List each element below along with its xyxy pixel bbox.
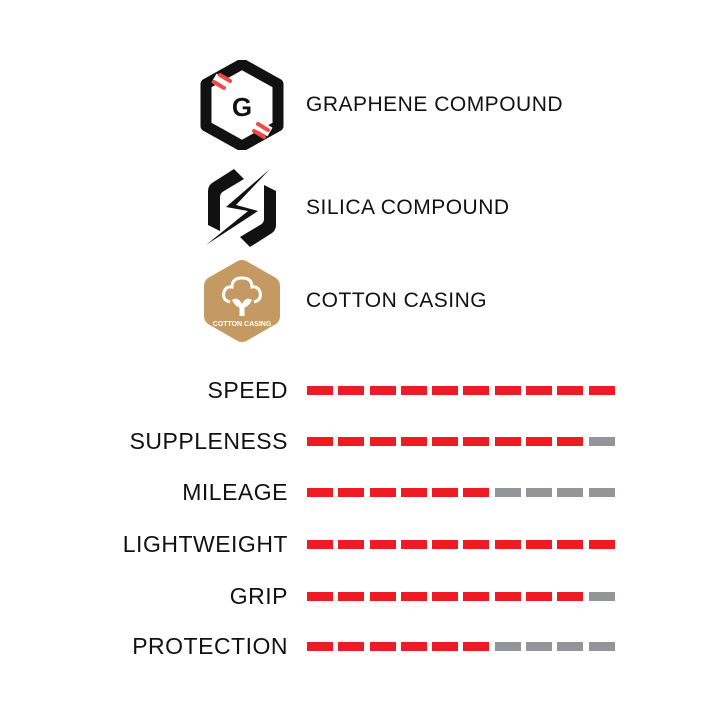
rating-segment-filled xyxy=(307,386,333,395)
rating-bar xyxy=(307,437,615,446)
rating-segment-filled xyxy=(338,488,365,497)
rating-segment-filled xyxy=(369,540,396,549)
silica-lightning-icon xyxy=(206,169,276,247)
rating-segment-filled xyxy=(494,437,521,446)
rating-segment-filled xyxy=(557,592,584,601)
rating-segment-filled xyxy=(432,592,459,601)
rating-row-speed: SPEED xyxy=(0,375,720,405)
feature-label-graphene: GRAPHENE COMPOUND xyxy=(306,93,564,116)
rating-segment-empty xyxy=(588,437,615,446)
svg-text:COTTON CASING: COTTON CASING xyxy=(213,321,272,328)
feature-silica: SILICA COMPOUND xyxy=(200,163,509,253)
rating-segment-empty xyxy=(494,488,521,497)
rating-label: SUPPLENESS xyxy=(129,428,288,454)
rating-segment-filled xyxy=(400,488,427,497)
rating-segment-filled xyxy=(338,592,365,601)
rating-segment-filled xyxy=(463,540,490,549)
rating-segment-filled xyxy=(432,437,459,446)
rating-segment-empty xyxy=(557,642,584,651)
rating-bar xyxy=(307,592,615,601)
rating-label: GRIP xyxy=(229,583,288,609)
graphene-hexagon-icon: G xyxy=(200,60,284,150)
rating-bar xyxy=(307,540,615,549)
rating-segment-filled xyxy=(557,386,584,395)
rating-segment-filled xyxy=(432,642,459,651)
rating-segment-filled xyxy=(400,386,427,395)
rating-segment-filled xyxy=(338,386,365,395)
rating-segment-filled xyxy=(307,642,333,651)
rating-segment-filled xyxy=(463,488,490,497)
rating-bar xyxy=(307,642,615,651)
rating-segment-filled xyxy=(432,386,459,395)
rating-segment-filled xyxy=(557,437,584,446)
rating-label: PROTECTION xyxy=(132,633,288,659)
feature-label-silica: SILICA COMPOUND xyxy=(306,196,510,219)
rating-segment-filled xyxy=(369,386,396,395)
rating-row-lightweight: LIGHTWEIGHT xyxy=(0,529,720,559)
rating-segment-filled xyxy=(307,488,333,497)
rating-label: MILEAGE xyxy=(182,479,288,505)
rating-segment-empty xyxy=(588,488,615,497)
rating-segment-empty xyxy=(588,642,615,651)
svg-text:G: G xyxy=(232,92,252,122)
rating-segment-empty xyxy=(557,488,584,497)
rating-segment-filled xyxy=(463,386,490,395)
rating-segment-filled xyxy=(494,592,521,601)
rating-segment-empty xyxy=(588,592,615,601)
rating-segment-filled xyxy=(588,386,615,395)
rating-row-grip: GRIP xyxy=(0,581,720,611)
rating-segment-filled xyxy=(400,540,427,549)
rating-segment-filled xyxy=(526,386,553,395)
rating-segment-filled xyxy=(369,592,396,601)
rating-segment-filled xyxy=(369,642,396,651)
rating-segment-filled xyxy=(400,642,427,651)
cotton-casing-badge-icon: COTTON CASING xyxy=(204,260,280,342)
feature-label-cotton: COTTON CASING xyxy=(306,289,488,312)
rating-segment-filled xyxy=(307,437,333,446)
rating-segment-empty xyxy=(526,642,553,651)
feature-cotton: COTTON CASING COTTON CASING xyxy=(200,256,487,346)
rating-segment-filled xyxy=(307,540,333,549)
rating-segment-filled xyxy=(338,642,365,651)
rating-segment-filled xyxy=(526,592,553,601)
rating-label: SPEED xyxy=(207,377,288,403)
rating-segment-filled xyxy=(432,540,459,549)
rating-segment-filled xyxy=(463,437,490,446)
rating-segment-filled xyxy=(463,592,490,601)
rating-row-protection: PROTECTION xyxy=(0,631,720,661)
rating-label: LIGHTWEIGHT xyxy=(122,531,288,557)
rating-segment-filled xyxy=(432,488,459,497)
rating-bar xyxy=(307,386,615,395)
rating-segment-filled xyxy=(338,540,365,549)
rating-segment-filled xyxy=(400,592,427,601)
rating-segment-filled xyxy=(307,592,333,601)
rating-row-mileage: MILEAGE xyxy=(0,477,720,507)
rating-segment-filled xyxy=(526,540,553,549)
rating-bar xyxy=(307,488,615,497)
rating-segment-filled xyxy=(588,540,615,549)
rating-segment-filled xyxy=(494,540,521,549)
rating-segment-filled xyxy=(369,488,396,497)
rating-segment-empty xyxy=(494,642,521,651)
rating-segment-filled xyxy=(557,540,584,549)
feature-graphene: G GRAPHENE COMPOUND xyxy=(200,60,563,150)
rating-segment-empty xyxy=(526,488,553,497)
rating-segment-filled xyxy=(400,437,427,446)
rating-row-suppleness: SUPPLENESS xyxy=(0,426,720,456)
rating-segment-filled xyxy=(463,642,490,651)
rating-segment-filled xyxy=(369,437,396,446)
rating-segment-filled xyxy=(338,437,365,446)
rating-segment-filled xyxy=(494,386,521,395)
rating-segment-filled xyxy=(526,437,553,446)
